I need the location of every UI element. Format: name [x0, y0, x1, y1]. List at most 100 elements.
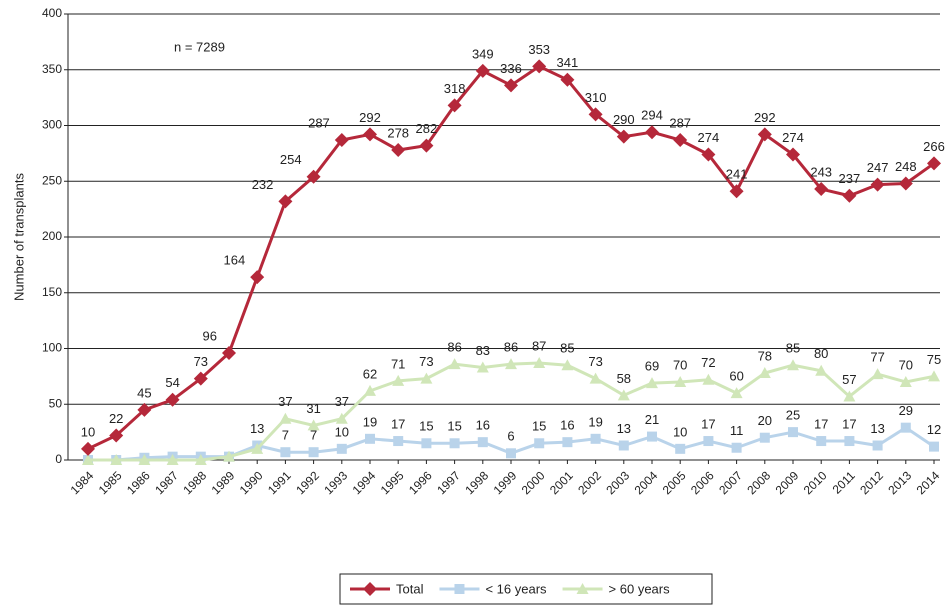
data-point — [419, 138, 434, 153]
data-label: 72 — [701, 355, 715, 370]
data-point — [278, 194, 293, 209]
data-label: 57 — [842, 372, 856, 387]
data-point — [420, 372, 433, 384]
data-label: 17 — [814, 416, 828, 431]
data-label: 29 — [899, 403, 913, 418]
data-label: 248 — [895, 159, 917, 174]
legend-label: < 16 years — [485, 581, 547, 596]
data-label: 341 — [557, 55, 579, 70]
data-point — [193, 371, 208, 386]
x-tick-label: 1998 — [462, 468, 491, 497]
x-tick-label: 2014 — [914, 468, 943, 497]
data-label: 75 — [927, 352, 941, 367]
data-label: 70 — [673, 357, 687, 372]
data-label: 54 — [165, 375, 179, 390]
annotation: n = 7289 — [174, 39, 225, 54]
data-label: 310 — [585, 90, 607, 105]
x-tick-label: 1996 — [406, 468, 435, 497]
data-label: 15 — [419, 419, 433, 434]
data-point — [618, 440, 629, 451]
data-point — [703, 436, 714, 447]
x-tick-label: 1994 — [350, 468, 379, 497]
data-point — [842, 188, 857, 203]
data-label: 13 — [250, 421, 264, 436]
data-point — [165, 392, 180, 407]
x-tick-label: 1987 — [152, 468, 181, 497]
data-point — [731, 442, 742, 453]
data-label: 85 — [560, 341, 574, 356]
x-tick-label: 1995 — [378, 468, 407, 497]
data-label: 19 — [588, 414, 602, 429]
data-point — [871, 368, 884, 380]
data-point — [110, 454, 123, 465]
y-tick-label: 50 — [49, 396, 63, 410]
data-label: 336 — [500, 61, 522, 76]
data-point — [421, 438, 432, 449]
data-label: 69 — [645, 359, 659, 374]
data-label: 10 — [81, 424, 95, 439]
data-point — [646, 377, 658, 389]
data-point — [899, 375, 912, 387]
data-label: 17 — [701, 416, 715, 431]
data-point — [533, 356, 546, 368]
x-tick-label: 1988 — [180, 468, 209, 497]
x-tick-label: 1991 — [265, 468, 294, 497]
data-point — [758, 367, 771, 379]
data-point — [223, 450, 235, 462]
data-label: 318 — [444, 81, 466, 96]
data-point — [109, 428, 124, 443]
data-label: 16 — [560, 418, 574, 433]
data-point — [449, 438, 460, 449]
data-label: 294 — [641, 108, 663, 123]
x-tick-label: 1989 — [209, 468, 238, 497]
data-label: 274 — [782, 130, 804, 145]
data-point — [392, 374, 405, 386]
data-label: 17 — [842, 416, 856, 431]
data-point — [391, 143, 406, 158]
legend-box — [339, 573, 713, 605]
data-point — [475, 63, 490, 78]
data-point — [617, 389, 630, 401]
data-label: 86 — [504, 340, 518, 355]
legend-marker — [454, 584, 465, 594]
data-point — [363, 127, 377, 142]
data-label: 60 — [729, 369, 743, 384]
y-tick-label: 200 — [42, 229, 62, 243]
y-tick-label: 300 — [42, 118, 62, 132]
data-label: 237 — [839, 171, 861, 186]
data-point — [929, 441, 939, 452]
data-label: 292 — [754, 110, 776, 125]
data-point — [730, 387, 743, 399]
x-tick-label: 1993 — [321, 468, 350, 497]
data-label: 45 — [137, 385, 151, 400]
data-point — [280, 447, 291, 458]
data-point — [138, 454, 151, 465]
data-point — [82, 454, 94, 465]
data-point — [306, 169, 321, 184]
data-point — [279, 412, 292, 424]
data-label: 25 — [786, 408, 800, 423]
data-label: 349 — [472, 46, 494, 61]
data-point — [561, 359, 574, 371]
y-tick-label: 150 — [42, 285, 62, 299]
data-label: 31 — [306, 401, 320, 416]
data-point — [166, 454, 179, 465]
data-label: 37 — [335, 394, 349, 409]
data-label: 20 — [758, 413, 772, 428]
x-tick-label: 1990 — [237, 468, 266, 497]
data-point — [814, 182, 829, 197]
data-label: 15 — [447, 419, 461, 434]
x-tick-label: 1984 — [68, 468, 97, 497]
data-label: 85 — [786, 341, 800, 356]
data-point — [788, 427, 798, 438]
data-point — [251, 442, 264, 454]
data-label: 7 — [310, 428, 317, 443]
x-tick-label: 2007 — [716, 468, 745, 497]
x-tick-label: 1992 — [293, 468, 322, 497]
data-point — [336, 443, 347, 454]
y-tick-label: 350 — [42, 62, 62, 76]
data-label: 7 — [282, 428, 289, 443]
x-tick-label: 2002 — [575, 468, 604, 497]
data-point — [532, 59, 547, 74]
